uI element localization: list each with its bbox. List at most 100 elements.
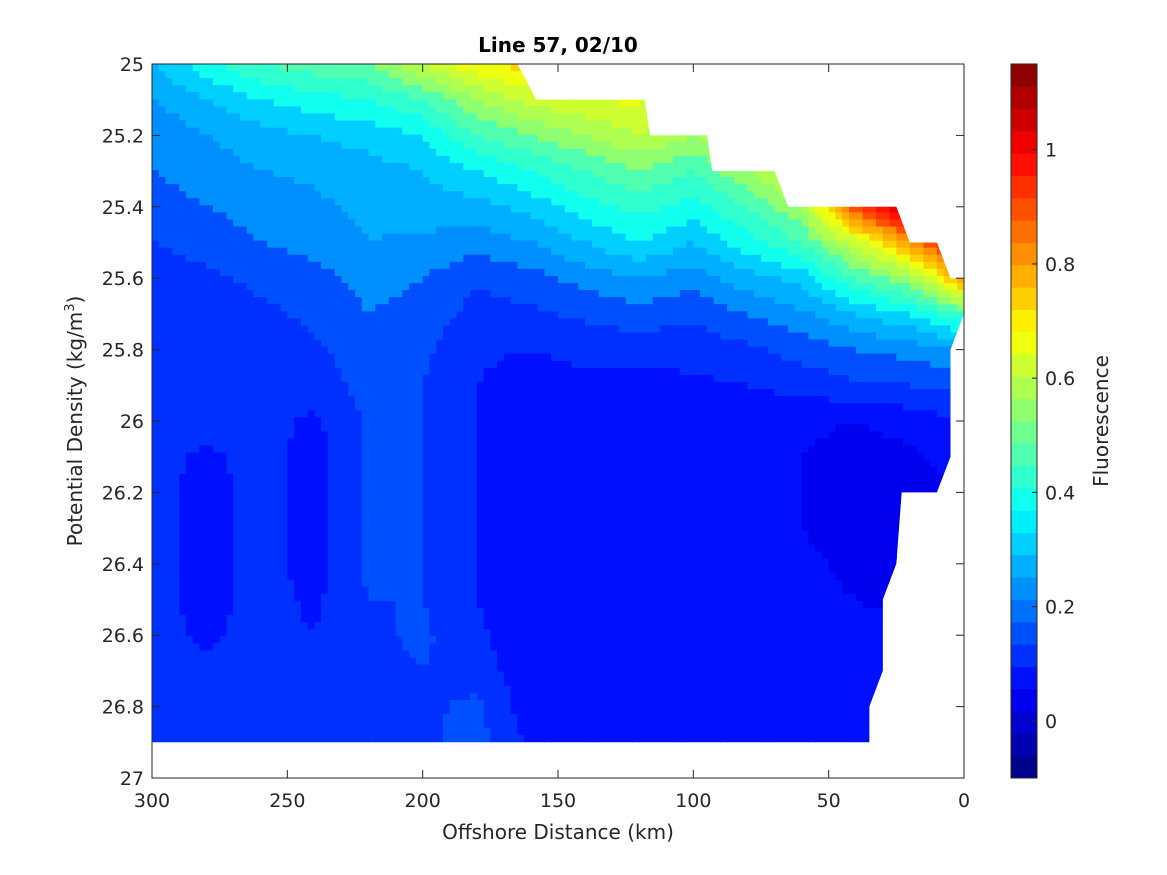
contour-cell: [476, 120, 485, 129]
contour-cell: [273, 339, 282, 348]
contour-cell: [253, 205, 261, 213]
contour-cell: [300, 64, 309, 72]
contour-cell: [896, 261, 904, 270]
contour-cell: [436, 346, 444, 355]
contour-cell: [422, 304, 431, 312]
contour-cell: [578, 318, 586, 327]
contour-cell: [429, 318, 437, 327]
contour-cell: [470, 311, 478, 319]
contour-cell: [327, 247, 336, 256]
contour-cell: [503, 226, 512, 235]
contour-cell: [571, 275, 579, 284]
contour-cell: [747, 219, 755, 228]
contour-cell: [355, 247, 363, 256]
contour-cell: [456, 127, 464, 136]
contour-cell: [368, 254, 376, 263]
contour-cell: [260, 297, 268, 305]
contour-cell: [368, 297, 376, 305]
contour-cell: [740, 219, 749, 228]
contour-cell: [273, 177, 282, 185]
contour-cell: [503, 353, 512, 362]
contour-cell: [165, 254, 173, 263]
contour-cell: [388, 120, 397, 129]
contour-cell: [375, 120, 383, 129]
contour-cell: [605, 191, 613, 199]
contour-cell: [706, 332, 715, 341]
contour-cell: [470, 92, 478, 100]
contour-cell: [835, 332, 843, 341]
contour-cell: [422, 297, 431, 305]
contour-cell: [429, 99, 437, 107]
contour-cell: [226, 332, 234, 341]
contour-cell: [449, 78, 458, 86]
contour-cell: [233, 113, 241, 122]
contour-cell: [537, 332, 546, 341]
contour-cell: [612, 261, 620, 270]
contour-cell: [199, 254, 207, 263]
contour-cell: [334, 85, 343, 93]
contour-cell: [321, 169, 329, 178]
contour-cell: [206, 191, 214, 199]
contour-cell: [233, 346, 241, 355]
contour-cell: [842, 268, 850, 277]
contour-cell: [510, 184, 518, 192]
contour-cell: [192, 304, 200, 312]
contour-cell: [179, 261, 187, 270]
contour-cell: [206, 226, 214, 235]
contour-cell: [388, 297, 397, 305]
contour-cell: [551, 311, 559, 319]
contour-cell: [497, 113, 505, 122]
contour-cell: [828, 283, 837, 291]
contour-cell: [591, 120, 600, 129]
contour-cell: [192, 78, 200, 86]
contour-cell: [246, 318, 255, 327]
contour-cell: [361, 184, 370, 192]
contour-cell: [199, 318, 207, 327]
contour-cell: [273, 346, 282, 355]
contour-cell: [402, 162, 410, 171]
contour-cell: [896, 219, 904, 228]
contour-cell: [442, 297, 451, 305]
contour-cell: [334, 304, 343, 312]
contour-cell: [246, 268, 255, 277]
contour-cell: [334, 254, 343, 263]
contour-cell: [429, 85, 437, 93]
contour-cell: [483, 127, 491, 136]
contour-cell: [300, 219, 309, 228]
contour-cell: [226, 233, 234, 242]
contour-cell: [727, 247, 735, 256]
contour-cell: [632, 191, 640, 199]
contour-cell: [700, 233, 708, 242]
contour-cell: [334, 169, 343, 178]
contour-cell: [172, 177, 180, 185]
contour-cell: [876, 318, 884, 327]
contour-cell: [761, 240, 769, 249]
contour-cell: [767, 191, 776, 199]
contour-cell: [449, 64, 458, 72]
contour-cell: [273, 71, 282, 79]
contour-cell: [862, 283, 870, 291]
contour-cell: [239, 297, 248, 305]
contour-cell: [327, 155, 336, 164]
contour-cell: [273, 191, 282, 199]
contour-cell: [679, 169, 688, 178]
contour-cell: [916, 311, 924, 319]
contour-cell: [605, 339, 613, 348]
contour-cell: [158, 99, 167, 107]
contour-cell: [152, 247, 160, 256]
contour-cell: [909, 297, 918, 305]
contour-cell: [226, 304, 234, 312]
contour-cell: [679, 155, 688, 164]
contour-cell: [388, 240, 397, 249]
contour-cell: [382, 169, 390, 178]
contour-cell: [855, 212, 864, 221]
contour-cell: [618, 275, 627, 284]
contour-cell: [395, 247, 403, 256]
contour-cell: [564, 113, 573, 122]
contour-cell: [212, 275, 221, 284]
contour-cell: [375, 184, 383, 192]
contour-cell: [470, 85, 478, 93]
contour-cell: [801, 325, 809, 334]
contour-cell: [835, 247, 843, 256]
contour-cell: [652, 353, 661, 362]
